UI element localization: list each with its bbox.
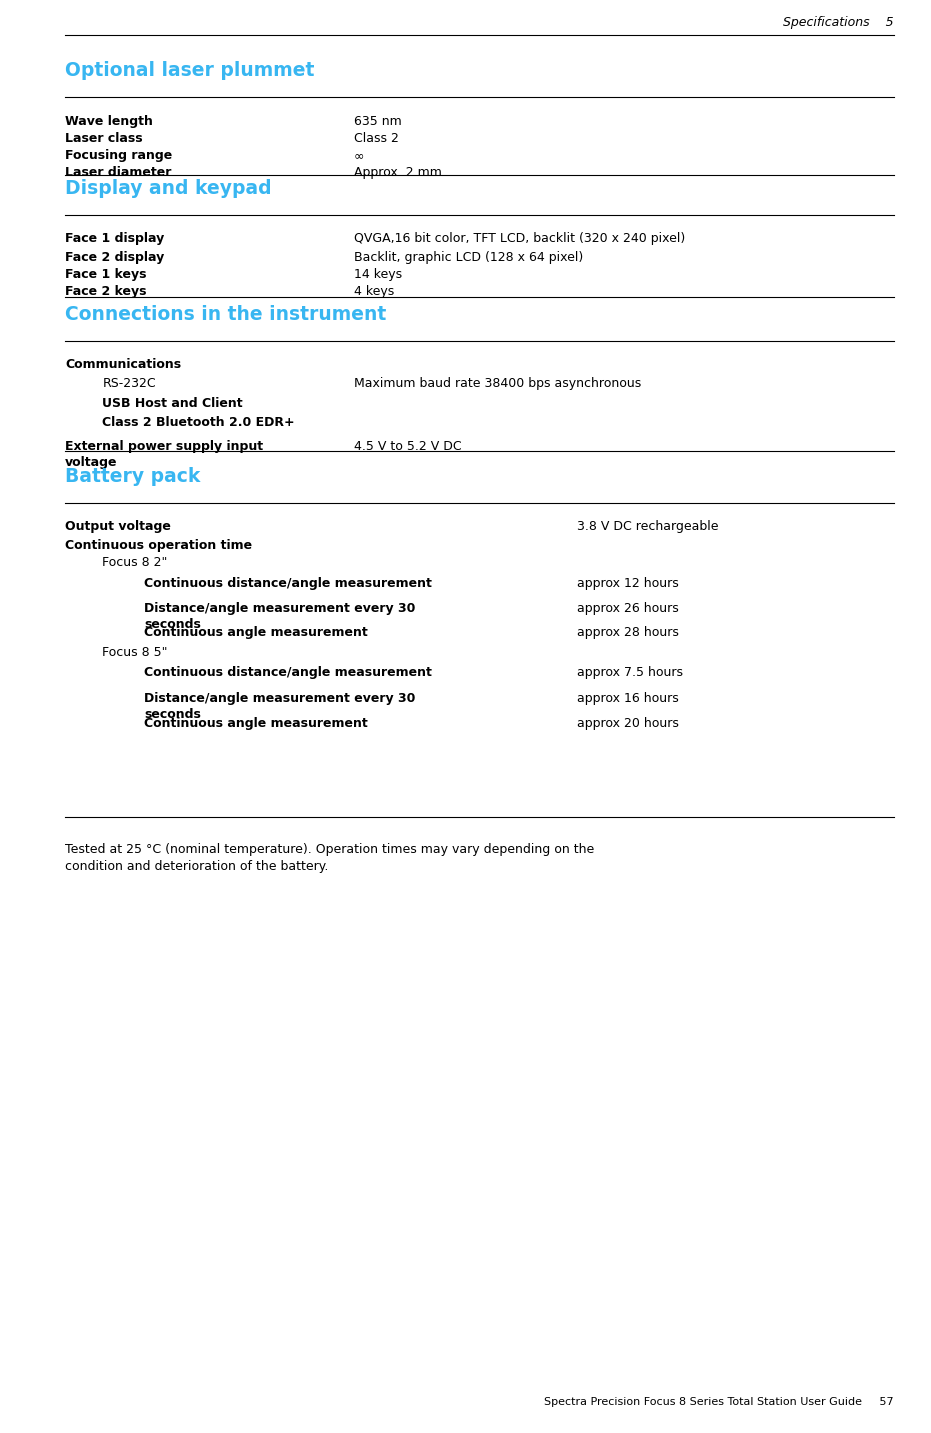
Text: Wave length: Wave length: [65, 115, 153, 128]
Text: Distance/angle measurement every 30
seconds: Distance/angle measurement every 30 seco…: [144, 602, 415, 631]
Text: Focusing range: Focusing range: [65, 149, 172, 162]
Text: approx 26 hours: approx 26 hours: [577, 602, 679, 615]
Text: Face 1 keys: Face 1 keys: [65, 268, 147, 281]
Text: 635 nm: 635 nm: [354, 115, 401, 128]
Text: Focus 8 5": Focus 8 5": [102, 646, 168, 659]
Text: approx 20 hours: approx 20 hours: [577, 716, 679, 729]
Text: ∞: ∞: [354, 149, 364, 162]
Text: Laser class: Laser class: [65, 132, 142, 145]
Text: Class 2 Bluetooth 2.0 EDR+: Class 2 Bluetooth 2.0 EDR+: [102, 416, 295, 428]
Text: Laser diameter: Laser diameter: [65, 166, 171, 179]
Text: QVGA,16 bit color, TFT LCD, backlit (320 x 240 pixel): QVGA,16 bit color, TFT LCD, backlit (320…: [354, 232, 685, 245]
Text: Spectra Precision Focus 8 Series Total Station User Guide     57: Spectra Precision Focus 8 Series Total S…: [544, 1397, 894, 1407]
Text: Distance/angle measurement every 30
seconds: Distance/angle measurement every 30 seco…: [144, 692, 415, 721]
Text: USB Host and Client: USB Host and Client: [102, 397, 243, 410]
Text: Approx. 2 mm: Approx. 2 mm: [354, 166, 441, 179]
Text: Continuous distance/angle measurement: Continuous distance/angle measurement: [144, 577, 432, 590]
Text: Connections in the instrument: Connections in the instrument: [65, 305, 386, 324]
Text: 4.5 V to 5.2 V DC: 4.5 V to 5.2 V DC: [354, 440, 462, 453]
Text: Face 2 keys: Face 2 keys: [65, 285, 147, 298]
Text: RS-232C: RS-232C: [102, 377, 156, 390]
Text: Communications: Communications: [65, 358, 182, 371]
Text: Specifications    5: Specifications 5: [783, 16, 894, 29]
Text: Display and keypad: Display and keypad: [65, 179, 272, 198]
Text: 14 keys: 14 keys: [354, 268, 402, 281]
Text: Class 2: Class 2: [354, 132, 398, 145]
Text: approx 7.5 hours: approx 7.5 hours: [577, 666, 683, 679]
Text: Continuous angle measurement: Continuous angle measurement: [144, 716, 368, 729]
Text: Maximum baud rate 38400 bps asynchronous: Maximum baud rate 38400 bps asynchronous: [354, 377, 641, 390]
Text: Continuous angle measurement: Continuous angle measurement: [144, 626, 368, 639]
Text: 3.8 V DC rechargeable: 3.8 V DC rechargeable: [577, 520, 719, 533]
Text: 4 keys: 4 keys: [354, 285, 394, 298]
Text: Optional laser plummet: Optional laser plummet: [65, 62, 315, 80]
Text: External power supply input
voltage: External power supply input voltage: [65, 440, 263, 469]
Text: approx 28 hours: approx 28 hours: [577, 626, 679, 639]
Text: approx 12 hours: approx 12 hours: [577, 577, 679, 590]
Text: Backlit, graphic LCD (128 x 64 pixel): Backlit, graphic LCD (128 x 64 pixel): [354, 251, 583, 264]
Text: Face 2 display: Face 2 display: [65, 251, 165, 264]
Text: approx 16 hours: approx 16 hours: [577, 692, 679, 705]
Text: Tested at 25 °C (nominal temperature). Operation times may vary depending on the: Tested at 25 °C (nominal temperature). O…: [65, 843, 594, 873]
Text: Continuous distance/angle measurement: Continuous distance/angle measurement: [144, 666, 432, 679]
Text: Continuous operation time: Continuous operation time: [65, 539, 252, 552]
Text: Focus 8 2": Focus 8 2": [102, 556, 168, 569]
Text: Battery pack: Battery pack: [65, 467, 200, 486]
Text: Face 1 display: Face 1 display: [65, 232, 165, 245]
Text: Output voltage: Output voltage: [65, 520, 171, 533]
